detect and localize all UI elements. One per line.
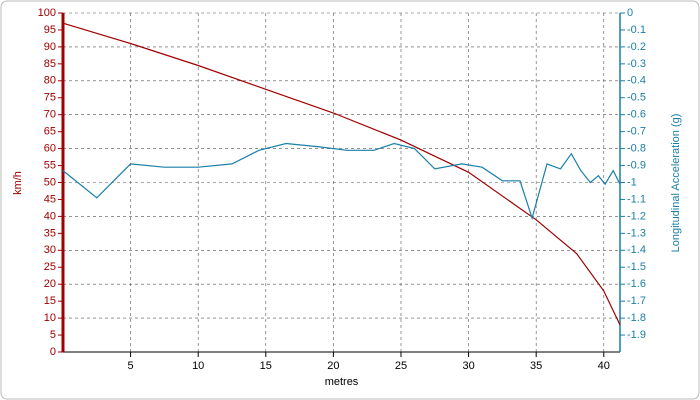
y-axis-title: km/h [12,171,24,195]
x-tick-label: 20 [327,360,339,372]
series-line [62,142,621,221]
x-tick-label: 35 [530,360,542,372]
y-tick-label: 75 [44,92,56,104]
y2-tick-label: -0.6 [627,109,646,121]
y2-tick-label: -0.8 [627,143,646,155]
y2-tick-label: -1.4 [627,244,646,256]
y-tick-label: 50 [44,176,56,188]
y2-tick-label: -1.5 [627,261,646,273]
y2-tick-label: -0.9 [627,159,646,171]
x-tick-label: 15 [260,360,272,372]
y-tick-label: 30 [44,244,56,256]
y-tick-label: 0 [50,346,56,358]
y-tick-label: 20 [44,278,56,290]
y-tick-label: 80 [44,75,56,87]
y2-tick-label: -0.1 [627,24,646,36]
y-tick-label: 15 [44,295,56,307]
y2-tick-label: -0.4 [627,75,646,87]
series-line [62,22,621,326]
y2-tick-label: -1.6 [627,278,646,290]
y2-tick-label: -0.5 [627,92,646,104]
y2-tick-label: -0.2 [627,41,646,53]
x-axis-title: metres [325,376,359,388]
y-tick-label: 95 [44,24,56,36]
y-tick-label: 5 [50,329,56,341]
x-tick-label: 10 [192,360,204,372]
y2-tick-label: -0.7 [627,126,646,138]
y-tick-label: 35 [44,227,56,239]
y-tick-label: 45 [44,193,56,205]
y-tick-label: 70 [44,109,56,121]
y2-tick-label: -1.8 [627,312,646,324]
x-tick-label: 30 [462,360,474,372]
y2-tick-label: -1 [627,176,637,188]
y2-tick-label: 0 [627,7,633,19]
y2-tick-label: -1.1 [627,193,646,205]
x-tick-label: 25 [395,360,407,372]
y-tick-label: 90 [44,41,56,53]
y2-tick-label: -0.3 [627,58,646,70]
y2-tick-label: -1.7 [627,295,646,307]
y-tick-label: 25 [44,261,56,273]
y-tick-label: 85 [44,58,56,70]
y2-tick-label: -1.2 [627,210,646,222]
y-tick-label: 10 [44,312,56,324]
x-tick-label: 40 [598,360,610,372]
x-tick-label: 5 [128,360,134,372]
y-tick-label: 40 [44,210,56,222]
y2-tick-label: -1.3 [627,227,646,239]
y2-tick-label: -1.9 [627,329,646,341]
y-tick-label: 65 [44,126,56,138]
y2-axis-title: Longitudinal Acceleration (g) [670,114,682,253]
y-tick-label: 55 [44,159,56,171]
y-tick-label: 60 [44,143,56,155]
y-tick-label: 100 [38,7,56,19]
